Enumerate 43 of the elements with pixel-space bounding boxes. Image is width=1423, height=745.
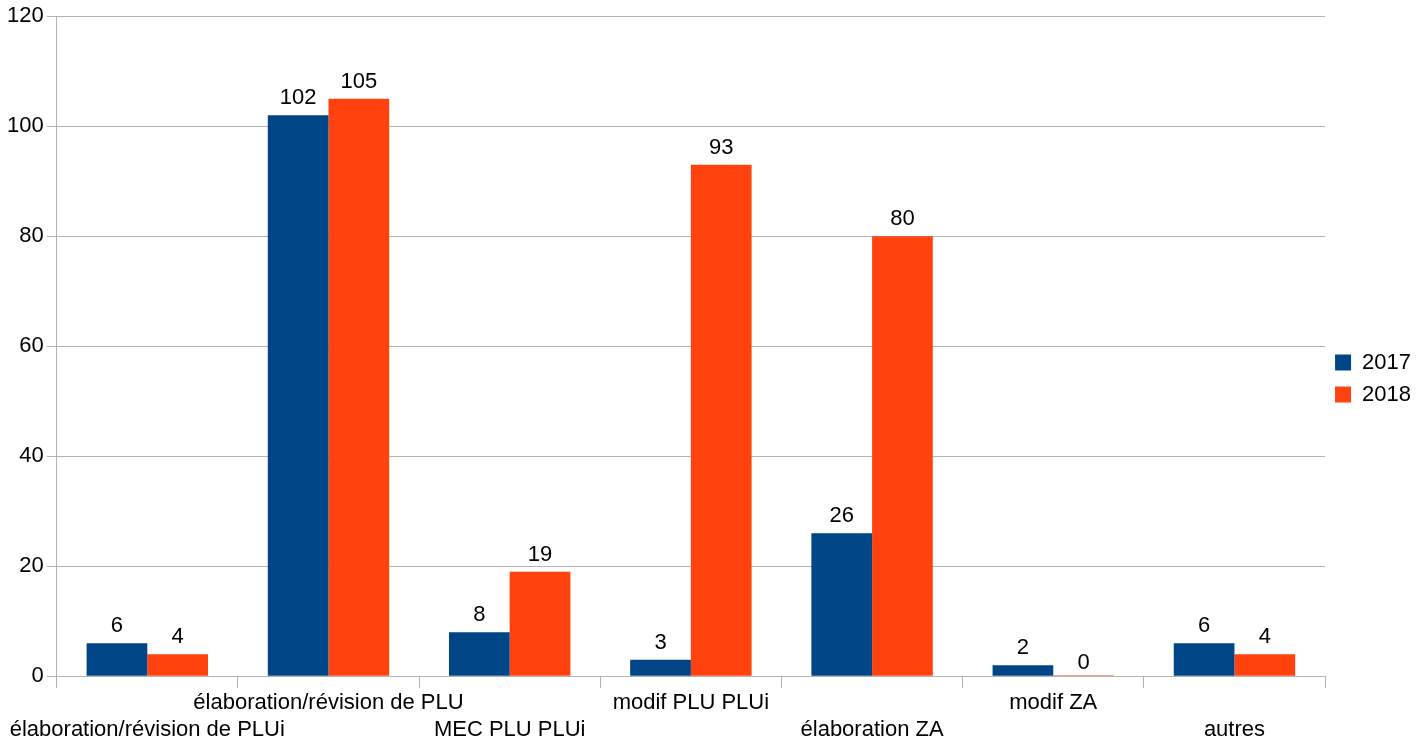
y-tick-label: 80 bbox=[19, 222, 44, 248]
bar bbox=[147, 654, 208, 676]
y-tick-label: 100 bbox=[6, 112, 44, 138]
x-tick-label: modif PLU PLUi bbox=[612, 689, 770, 715]
legend-label: 2018 bbox=[1362, 380, 1412, 406]
x-tick-label: autres bbox=[1203, 715, 1266, 741]
data-label: 8 bbox=[473, 601, 486, 627]
bar bbox=[1234, 654, 1296, 676]
bar bbox=[1173, 643, 1235, 676]
x-tick-label: MEC PLU PLUi bbox=[433, 715, 586, 741]
data-label: 3 bbox=[654, 628, 667, 654]
bar bbox=[448, 632, 510, 676]
y-tick-label: 20 bbox=[19, 552, 44, 578]
data-label: 105 bbox=[340, 67, 378, 93]
data-label: 26 bbox=[829, 502, 854, 528]
data-label: 6 bbox=[110, 612, 124, 638]
data-label: 2 bbox=[1016, 634, 1030, 660]
x-tick-label: élaboration ZA bbox=[800, 715, 944, 741]
x-tick-label: élaboration/révision de PLUi bbox=[9, 715, 285, 741]
y-tick-label: 120 bbox=[6, 2, 44, 28]
y-tick-label: 60 bbox=[19, 332, 44, 358]
bar bbox=[509, 571, 571, 676]
x-tick-label: élaboration/révision de PLU bbox=[193, 689, 464, 715]
bar bbox=[690, 164, 752, 676]
bar bbox=[811, 533, 873, 676]
legend-label: 2017 bbox=[1362, 348, 1412, 374]
bar bbox=[992, 665, 1054, 676]
data-label: 4 bbox=[171, 623, 184, 649]
data-label: 0 bbox=[1077, 649, 1090, 675]
bar bbox=[86, 643, 148, 676]
data-label: 80 bbox=[890, 205, 915, 231]
y-tick-label: 40 bbox=[19, 442, 44, 468]
bar bbox=[872, 236, 933, 676]
bar bbox=[630, 659, 691, 676]
data-label: 102 bbox=[279, 84, 317, 110]
data-label: 6 bbox=[1197, 612, 1211, 638]
data-label: 19 bbox=[527, 540, 553, 566]
x-tick-label: modif ZA bbox=[1009, 689, 1098, 715]
data-label: 93 bbox=[708, 133, 734, 159]
bar bbox=[267, 115, 329, 676]
bar bbox=[328, 98, 390, 676]
data-label: 4 bbox=[1258, 623, 1271, 649]
y-tick-label: 0 bbox=[31, 662, 44, 688]
